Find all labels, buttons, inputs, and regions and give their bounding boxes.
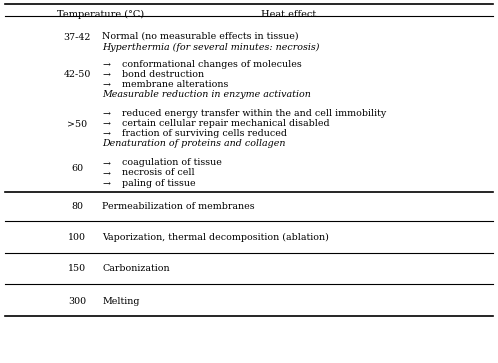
Text: 100: 100 [68, 233, 86, 242]
Text: →: → [102, 119, 110, 128]
Text: →: → [102, 158, 110, 167]
Text: 42-50: 42-50 [64, 70, 91, 79]
Text: 80: 80 [71, 202, 83, 211]
Text: Measurable reduction in enzyme activation: Measurable reduction in enzyme activatio… [102, 90, 311, 99]
Text: Temperature (°C): Temperature (°C) [57, 10, 144, 19]
Text: 150: 150 [68, 264, 86, 273]
Text: Hyperthermia (for several minutes: necrosis): Hyperthermia (for several minutes: necro… [102, 43, 320, 52]
Text: Denaturation of proteins and collagen: Denaturation of proteins and collagen [102, 139, 285, 148]
Text: Normal (no measurable effects in tissue): Normal (no measurable effects in tissue) [102, 32, 299, 41]
Text: conformational changes of molecules: conformational changes of molecules [122, 60, 302, 69]
Text: →: → [102, 179, 110, 188]
Text: Melting: Melting [102, 297, 139, 306]
Text: paling of tissue: paling of tissue [122, 179, 196, 188]
Text: membrane alterations: membrane alterations [122, 80, 229, 89]
Text: Permeabilization of membranes: Permeabilization of membranes [102, 202, 254, 211]
Text: →: → [102, 80, 110, 89]
Text: Heat effect: Heat effect [261, 10, 316, 19]
Text: 37-42: 37-42 [64, 33, 91, 42]
Text: →: → [102, 70, 110, 79]
Text: reduced energy transfer within the and cell immobility: reduced energy transfer within the and c… [122, 109, 386, 118]
Text: 60: 60 [71, 164, 83, 173]
Text: certain cellular repair mechanical disabled: certain cellular repair mechanical disab… [122, 119, 330, 128]
Text: →: → [102, 60, 110, 69]
Text: fraction of surviving cells reduced: fraction of surviving cells reduced [122, 129, 287, 138]
Text: necrosis of cell: necrosis of cell [122, 168, 195, 178]
Text: >50: >50 [67, 120, 87, 129]
Text: 300: 300 [68, 297, 86, 306]
Text: →: → [102, 109, 110, 118]
Text: coagulation of tissue: coagulation of tissue [122, 158, 222, 167]
Text: Carbonization: Carbonization [102, 264, 170, 273]
Text: →: → [102, 168, 110, 178]
Text: bond destruction: bond destruction [122, 70, 204, 79]
Text: →: → [102, 129, 110, 138]
Text: Vaporization, thermal decomposition (ablation): Vaporization, thermal decomposition (abl… [102, 233, 329, 242]
